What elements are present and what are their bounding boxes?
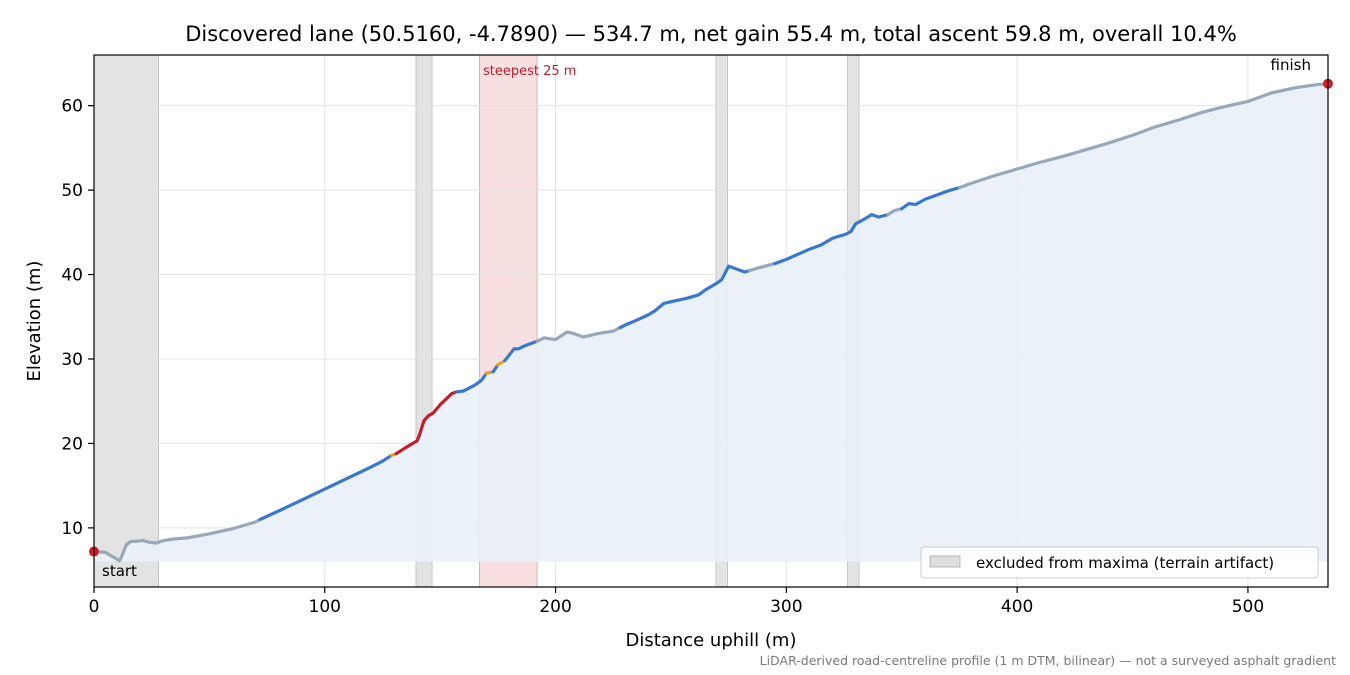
profile-segment-steep xyxy=(394,390,458,456)
profile-area-fill xyxy=(94,83,1328,562)
y-tick-label: 50 xyxy=(61,181,83,201)
profile-segment-excluded xyxy=(535,325,622,343)
chart-title: Discovered lane (50.5160, -4.7890) — 534… xyxy=(185,22,1237,46)
y-tick-label: 20 xyxy=(61,434,83,454)
x-tick-label: 400 xyxy=(1001,597,1033,617)
y-tick-label: 60 xyxy=(61,97,83,117)
profile-segment-excluded xyxy=(92,538,161,563)
profile-segment-excluded xyxy=(747,261,777,273)
plot-frame xyxy=(93,54,1329,588)
profile-segment-excluded xyxy=(957,82,1330,190)
x-tick-label: 500 xyxy=(1232,597,1264,617)
x-tick-label: 0 xyxy=(89,597,100,617)
excluded-band-0 xyxy=(93,54,160,588)
profile-segment-normal xyxy=(454,371,488,394)
x-axis-label: Distance uphill (m) xyxy=(626,630,797,651)
finish-label: finish xyxy=(1271,56,1311,74)
profile-segment-normal xyxy=(796,229,853,256)
y-tick-label: 40 xyxy=(61,266,83,286)
profile-segment-normal xyxy=(900,185,962,211)
y-tick-label: 10 xyxy=(61,519,83,539)
area-fill-layer xyxy=(94,83,1328,562)
legend-swatch xyxy=(929,555,961,568)
y-axis-label: Elevation (m) xyxy=(24,261,45,382)
profile-segment-normal xyxy=(258,453,394,522)
y-tick-label: 30 xyxy=(61,350,83,370)
footnote: LiDAR-derived road-centreline profile (1… xyxy=(760,653,1336,668)
profile-segment-normal xyxy=(618,264,752,330)
legend: excluded from maxima (terrain artifact) xyxy=(920,546,1319,579)
profile-segment-normal xyxy=(849,213,890,234)
x-tick-label: 300 xyxy=(770,597,802,617)
x-tick-label: 200 xyxy=(539,597,571,617)
profile-segment-normal xyxy=(773,252,800,266)
legend-label: excluded from maxima (terrain artifact) xyxy=(976,554,1274,572)
profile-segment-excluded xyxy=(886,207,904,217)
profile-segment-excluded xyxy=(157,517,262,544)
profile-line-layer xyxy=(92,82,1330,563)
profile-segment-normal xyxy=(503,339,539,363)
legend-box xyxy=(920,546,1319,579)
x-tick-label: 100 xyxy=(309,597,341,617)
start-label: start xyxy=(102,562,137,580)
steepest-band-label: steepest 25 m xyxy=(483,64,576,79)
axes-layer: 0 100 200 300 400 500 10 20 30 40 50 60 xyxy=(61,97,1264,617)
